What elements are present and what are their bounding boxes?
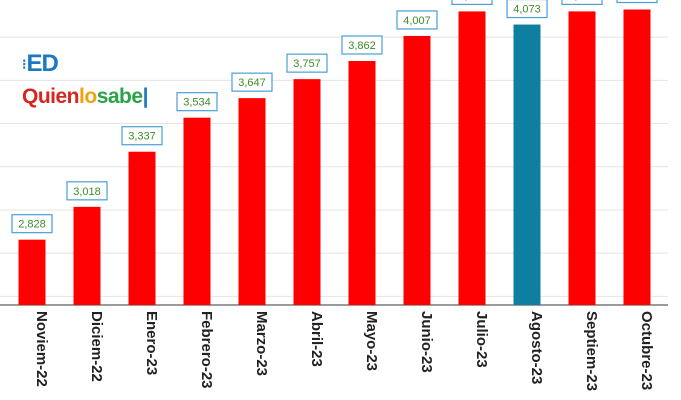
x-tick-label: Marzo-23 [253,311,270,376]
data-label-box [121,126,163,146]
data-label: 3,647 [238,77,266,89]
brand-logo-part: | [142,85,149,108]
data-label-box [616,0,658,4]
data-label-box [66,181,108,201]
data-label-box [341,35,383,55]
x-tick-label: Octubre-23 [638,311,655,390]
bar-diciem-22 [73,206,101,305]
data-label-box [506,0,548,19]
data-label: 4,149 [568,0,596,2]
bar-junio-23 [403,35,431,305]
bar-agosto-23 [513,24,541,306]
brand-logo-part: sabe [96,85,143,108]
brand-logo-part: uien [37,85,80,108]
bar-septiem-23 [568,11,596,306]
bar-octubre-23 [623,9,651,306]
x-tick-label: Abril-23 [308,311,325,367]
data-label-box [561,0,603,6]
data-label: 3,757 [293,58,321,70]
x-tick-label: Agosto-23 [528,311,545,384]
data-label: 3,337 [128,131,156,143]
logo-dots-icon: ⁝ [22,56,27,73]
x-tick-label: Febrero-23 [198,311,215,389]
data-label-box [231,72,273,92]
x-tick-label: Enero-23 [143,311,160,375]
bar-mayo-23 [348,61,376,305]
data-label: 4,149 [458,0,486,2]
data-label: 4,007 [403,15,431,27]
bar-enero-23 [128,151,156,305]
data-label: 2,828 [18,219,46,231]
x-tick-label: Julio-23 [473,311,490,368]
ed-logo: ⁝ED [22,50,59,78]
brand-logo-part: lo [79,85,97,108]
x-tick-label: Mayo-23 [363,311,380,371]
bar-marzo-23 [238,98,266,305]
plot-area [0,0,668,305]
ed-logo-text: ED [26,50,58,77]
data-label: 4,160 [623,0,651,1]
data-label: 3,862 [348,40,376,52]
data-label-box [451,0,493,6]
data-label: 4,073 [513,4,541,16]
bar-noviem-22 [18,239,46,305]
data-label-box [396,10,438,30]
brand-logo-part: Q [22,85,38,108]
data-label: 3,018 [73,186,101,198]
x-tick-label: Diciem-22 [88,311,105,382]
x-tick-label: Noviem-22 [33,311,50,387]
data-label-box [176,92,218,112]
data-label-box [286,53,328,73]
bar-abril-23 [293,79,321,306]
bar-julio-23 [458,11,486,306]
bar-febrero-23 [183,117,211,305]
x-tick-label: Septiem-23 [583,311,600,391]
data-label-box [11,214,53,234]
x-tick-label: Junio-23 [418,311,435,373]
data-label: 3,534 [183,97,211,109]
